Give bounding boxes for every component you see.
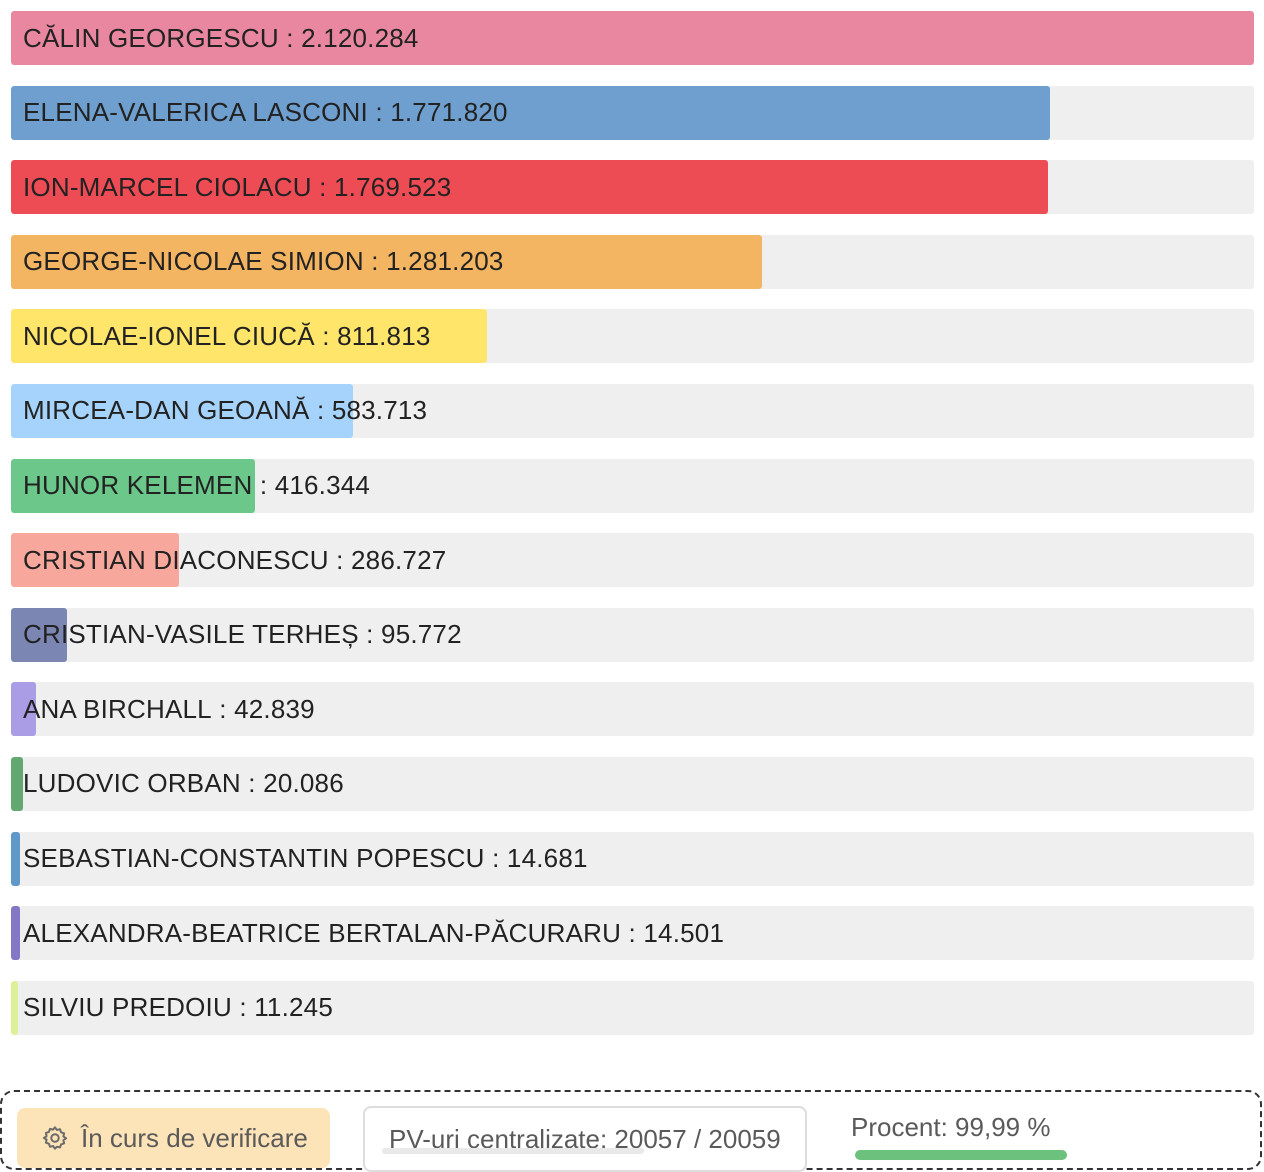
vote-count: 416.344 [274,470,371,501]
bar-row: ANA BIRCHALL : 42.839 [11,682,1254,737]
bar [11,11,1254,65]
gear-icon [41,1124,69,1152]
vote-count: 811.813 [337,320,431,351]
label-separator: : [278,22,302,53]
bar-label: GEORGE-NICOLAE SIMION : 1.281.203 [23,235,504,289]
bar [11,831,20,886]
label-separator: : [231,992,255,1023]
bar-label: ION-MARCEL CIOLACU : 1.769.523 [23,160,451,214]
bar-row: ELENA-VALERICA LASCONI : 1.771.820 [11,85,1254,140]
candidate-name: CĂLIN GEORGESCU [23,22,279,53]
bar [11,160,1049,215]
candidate-name: ION-MARCEL CIOLACU [23,171,312,202]
vote-count: 1.771.820 [390,97,508,128]
vote-count: 14.681 [506,843,588,874]
label-separator: : [252,470,275,501]
candidate-name: NICOLAE-IONEL CIUCĂ [23,320,315,351]
label-separator: : [328,544,352,575]
bar [11,756,23,811]
percent-label: Procent: 99,99 % [851,1112,1051,1142]
candidate-name: HUNOR KELEMEN [23,470,253,501]
label-separator: : [358,619,382,650]
bar-row: CRISTIAN-VASILE TERHEȘ : 95.772 [11,607,1254,662]
bar-row: MIRCEA-DAN GEOANĂ : 583.713 [11,383,1254,438]
pv-progress-track [382,1148,644,1154]
bar [11,383,354,438]
label-separator: : [309,395,332,426]
status-panel: În curs de verificare PV-uri centralizat… [0,1090,1262,1172]
bar-row: HUNOR KELEMEN : 416.344 [11,458,1254,513]
candidate-name: CRISTIAN DIACONESCU [23,544,329,575]
bar-row: SILVIU PREDOIU : 11.245 [11,980,1254,1035]
bar-label: LUDOVIC ORBAN : 20.086 [23,757,344,811]
candidate-name: CRISTIAN-VASILE TERHEȘ [23,619,359,650]
bar-row: CĂLIN GEORGESCU : 2.120.284 [11,11,1254,65]
candidate-name: ALEXANDRA-BEATRICE BERTALAN-PĂCURARU [23,917,622,948]
bar-label: ANA BIRCHALL : 42.839 [23,682,315,736]
bar [11,458,256,513]
candidate-name: LUDOVIC ORBAN [23,768,241,799]
label-separator: : [367,97,391,128]
candidate-name: ELENA-VALERICA LASCONI [23,97,368,128]
bar [11,85,1050,140]
bar-label: ALEXANDRA-BEATRICE BERTALAN-PĂCURARU : 1… [23,906,724,960]
label-separator: : [314,320,338,351]
bar-label: NICOLAE-IONEL CIUCĂ : 811.813 [23,309,431,363]
candidate-name: SEBASTIAN-CONSTANTIN POPESCU [23,843,485,874]
label-separator: : [311,171,334,202]
label-separator: : [211,693,235,724]
bar-label: SILVIU PREDOIU : 11.245 [23,981,333,1035]
vote-count: 14.501 [643,917,725,948]
bar [11,234,763,289]
vote-count: 20.086 [263,768,344,799]
label-separator: : [621,917,644,948]
vote-count: 583.713 [331,395,428,426]
vote-count: 1.769.523 [333,171,452,202]
bar-row: LUDOVIC ORBAN : 20.086 [11,756,1254,811]
vote-count: 11.245 [254,992,333,1023]
bar-label: CRISTIAN-VASILE TERHEȘ : 95.772 [23,608,462,662]
bar-label: HUNOR KELEMEN : 416.344 [23,459,370,513]
verification-status-badge: În curs de verificare [17,1108,330,1168]
candidate-name: SILVIU PREDOIU [23,992,232,1023]
bar-row: GEORGE-NICOLAE SIMION : 1.281.203 [11,234,1254,289]
status-label: În curs de verificare [81,1122,308,1153]
bar [11,533,180,588]
centralized-pv-count: PV-uri centralizate: 20057 / 20059 [363,1106,807,1172]
vote-count: 2.120.284 [301,22,419,53]
bar-label: SEBASTIAN-CONSTANTIN POPESCU : 14.681 [23,832,588,886]
bar-row: SEBASTIAN-CONSTANTIN POPESCU : 14.681 [11,831,1254,886]
candidate-name: MIRCEA-DAN GEOANĂ [23,395,310,426]
label-separator: : [240,768,264,799]
bar-label: MIRCEA-DAN GEOANĂ : 583.713 [23,384,427,438]
bar-label: CRISTIAN DIACONESCU : 286.727 [23,533,446,587]
label-separator: : [484,843,507,874]
bar-row: ALEXANDRA-BEATRICE BERTALAN-PĂCURARU : 1… [11,906,1254,961]
bar-label: CĂLIN GEORGESCU : 2.120.284 [23,11,419,65]
candidate-name: GEORGE-NICOLAE SIMION [23,246,364,277]
vote-count: 1.281.203 [386,246,504,277]
bar [11,906,20,961]
vote-count: 42.839 [234,693,315,724]
bar-row: CRISTIAN DIACONESCU : 286.727 [11,533,1254,588]
bar-row: NICOLAE-IONEL CIUCĂ : 811.813 [11,309,1254,364]
bar [11,607,68,662]
bar [11,980,18,1035]
results-bar-chart: CĂLIN GEORGESCU : 2.120.284 ELENA-VALERIC… [11,11,1254,1055]
label-separator: : [363,246,387,277]
vote-count: 286.727 [351,544,447,575]
bar [11,682,37,737]
bar-label: ELENA-VALERICA LASCONI : 1.771.820 [23,86,508,140]
candidate-name: ANA BIRCHALL [23,693,212,724]
vote-count: 95.772 [381,619,462,650]
bar [11,309,487,364]
bar-row: ION-MARCEL CIOLACU : 1.769.523 [11,160,1254,215]
